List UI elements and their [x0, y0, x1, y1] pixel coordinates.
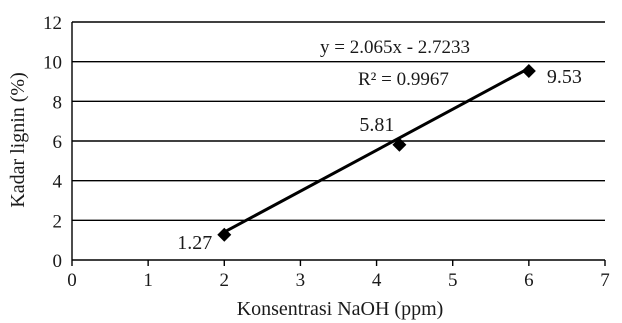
- x-tick-label: 3: [296, 270, 306, 291]
- x-tick-label: 2: [220, 270, 230, 291]
- gridlines: [72, 21, 605, 222]
- x-tick-label: 4: [372, 270, 382, 291]
- y-tick-label: 4: [53, 172, 63, 193]
- y-tick-label: 10: [43, 53, 62, 74]
- x-axis-label: Konsentrasi NaOH (ppm): [237, 298, 444, 320]
- data-label: 1.27: [177, 232, 212, 254]
- data-point: [217, 227, 232, 242]
- x-tick-label: 7: [600, 270, 610, 291]
- x-tick-label: 0: [67, 270, 77, 291]
- data-labels: 1.27 5.81 9.53: [177, 66, 582, 254]
- y-axis-label: Kadar lignin (%): [7, 72, 29, 208]
- trendline-equation: y = 2.065x - 2.7233: [320, 37, 470, 58]
- x-tick-label: 6: [524, 270, 534, 291]
- x-tick-labels: 0 1 2 3 4 5 6 7: [67, 270, 610, 291]
- y-tick-labels: 0 2 4 6 8 10 12: [43, 13, 63, 272]
- axes: [71, 22, 606, 266]
- y-tick-label: 2: [53, 211, 63, 232]
- x-tick-label: 5: [448, 270, 458, 291]
- data-point: [392, 137, 407, 152]
- y-tick-label: 8: [53, 92, 63, 113]
- data-label: 9.53: [547, 66, 582, 88]
- y-tick-label: 12: [43, 13, 62, 34]
- data-point: [521, 63, 536, 78]
- y-tick-label: 0: [53, 251, 63, 272]
- x-tick-label: 1: [143, 270, 153, 291]
- trendline: [223, 66, 530, 234]
- data-label: 5.81: [359, 114, 394, 136]
- data-points: [217, 63, 536, 242]
- r-squared-label: R² = 0.9967: [358, 69, 449, 90]
- y-tick-label: 6: [53, 132, 63, 153]
